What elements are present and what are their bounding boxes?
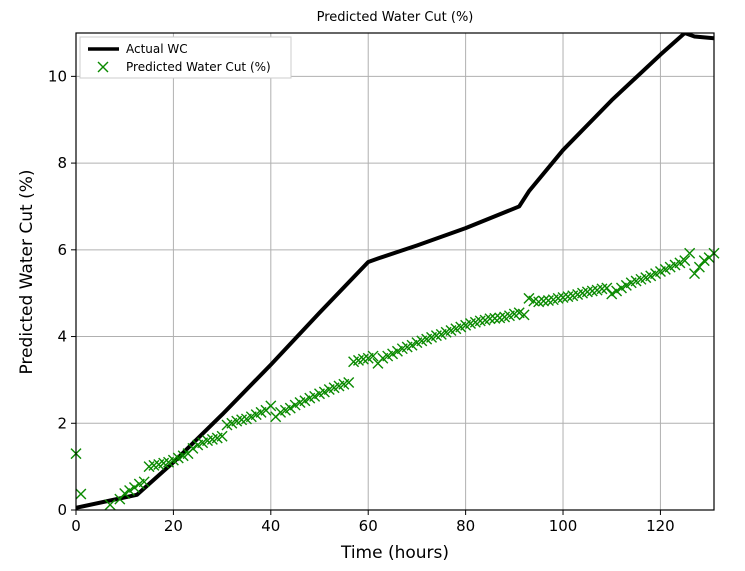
predicted-point (601, 282, 613, 294)
legend-predicted-marker (97, 61, 109, 73)
predicted-point (128, 481, 140, 493)
x-tick-label: 40 (261, 517, 280, 535)
predicted-point (216, 430, 228, 442)
predicted-point (138, 476, 150, 488)
actual-wc-series (76, 33, 714, 510)
predicted-point (187, 442, 199, 454)
predicted-point (679, 255, 691, 267)
predicted-point (538, 295, 550, 307)
predicted-point (284, 402, 296, 414)
predicted-point (367, 350, 379, 362)
predicted-point (684, 247, 696, 259)
legend-predicted-label: Predicted Water Cut (%) (126, 60, 271, 74)
actual-wc-line (76, 33, 714, 510)
y-tick-label: 2 (57, 414, 67, 432)
predicted-water-cut-series (70, 247, 720, 511)
x-tick-label: 20 (164, 517, 183, 535)
x-tick-label: 60 (359, 517, 378, 535)
y-tick-label: 8 (57, 154, 67, 172)
x-tick-label: 120 (646, 517, 675, 535)
legend-actual-wc-label: Actual WC (126, 42, 188, 56)
chart-title: Predicted Water Cut (%) (317, 10, 474, 25)
x-tick-label: 80 (456, 517, 475, 535)
predicted-point (689, 268, 701, 280)
y-tick-label: 6 (57, 241, 67, 259)
plot-frame (75, 32, 715, 511)
predicted-point (606, 288, 618, 300)
y-axis-label: Predicted Water Cut (%) (17, 170, 37, 375)
x-tick-label: 0 (71, 517, 81, 535)
predicted-point (698, 255, 710, 267)
predicted-point (75, 488, 87, 500)
x-tick-label: 100 (549, 517, 578, 535)
predicted-point (124, 484, 136, 496)
grid-layer (75, 33, 714, 511)
legend-box (79, 36, 292, 79)
y-axis-ticks: 0 2 4 6 8 10 (48, 67, 76, 519)
x-axis-ticks: 0 20 40 60 80 100 120 (71, 510, 675, 535)
predicted-point (484, 313, 496, 325)
plot-background (76, 33, 714, 510)
predicted-point (518, 309, 530, 321)
predicted-point (693, 261, 705, 273)
predicted-point (104, 499, 116, 511)
predicted-point (343, 377, 355, 389)
y-tick-label: 4 (57, 328, 67, 346)
predicted-point (489, 312, 501, 324)
predicted-point (265, 400, 277, 412)
legend: Actual WC Predicted Water Cut (%) (79, 36, 292, 79)
y-tick-label: 0 (57, 501, 67, 519)
x-axis-label: Time (hours) (340, 543, 449, 563)
y-tick-label: 10 (48, 67, 67, 85)
predicted-point (611, 285, 623, 297)
predicted-point (119, 488, 131, 500)
